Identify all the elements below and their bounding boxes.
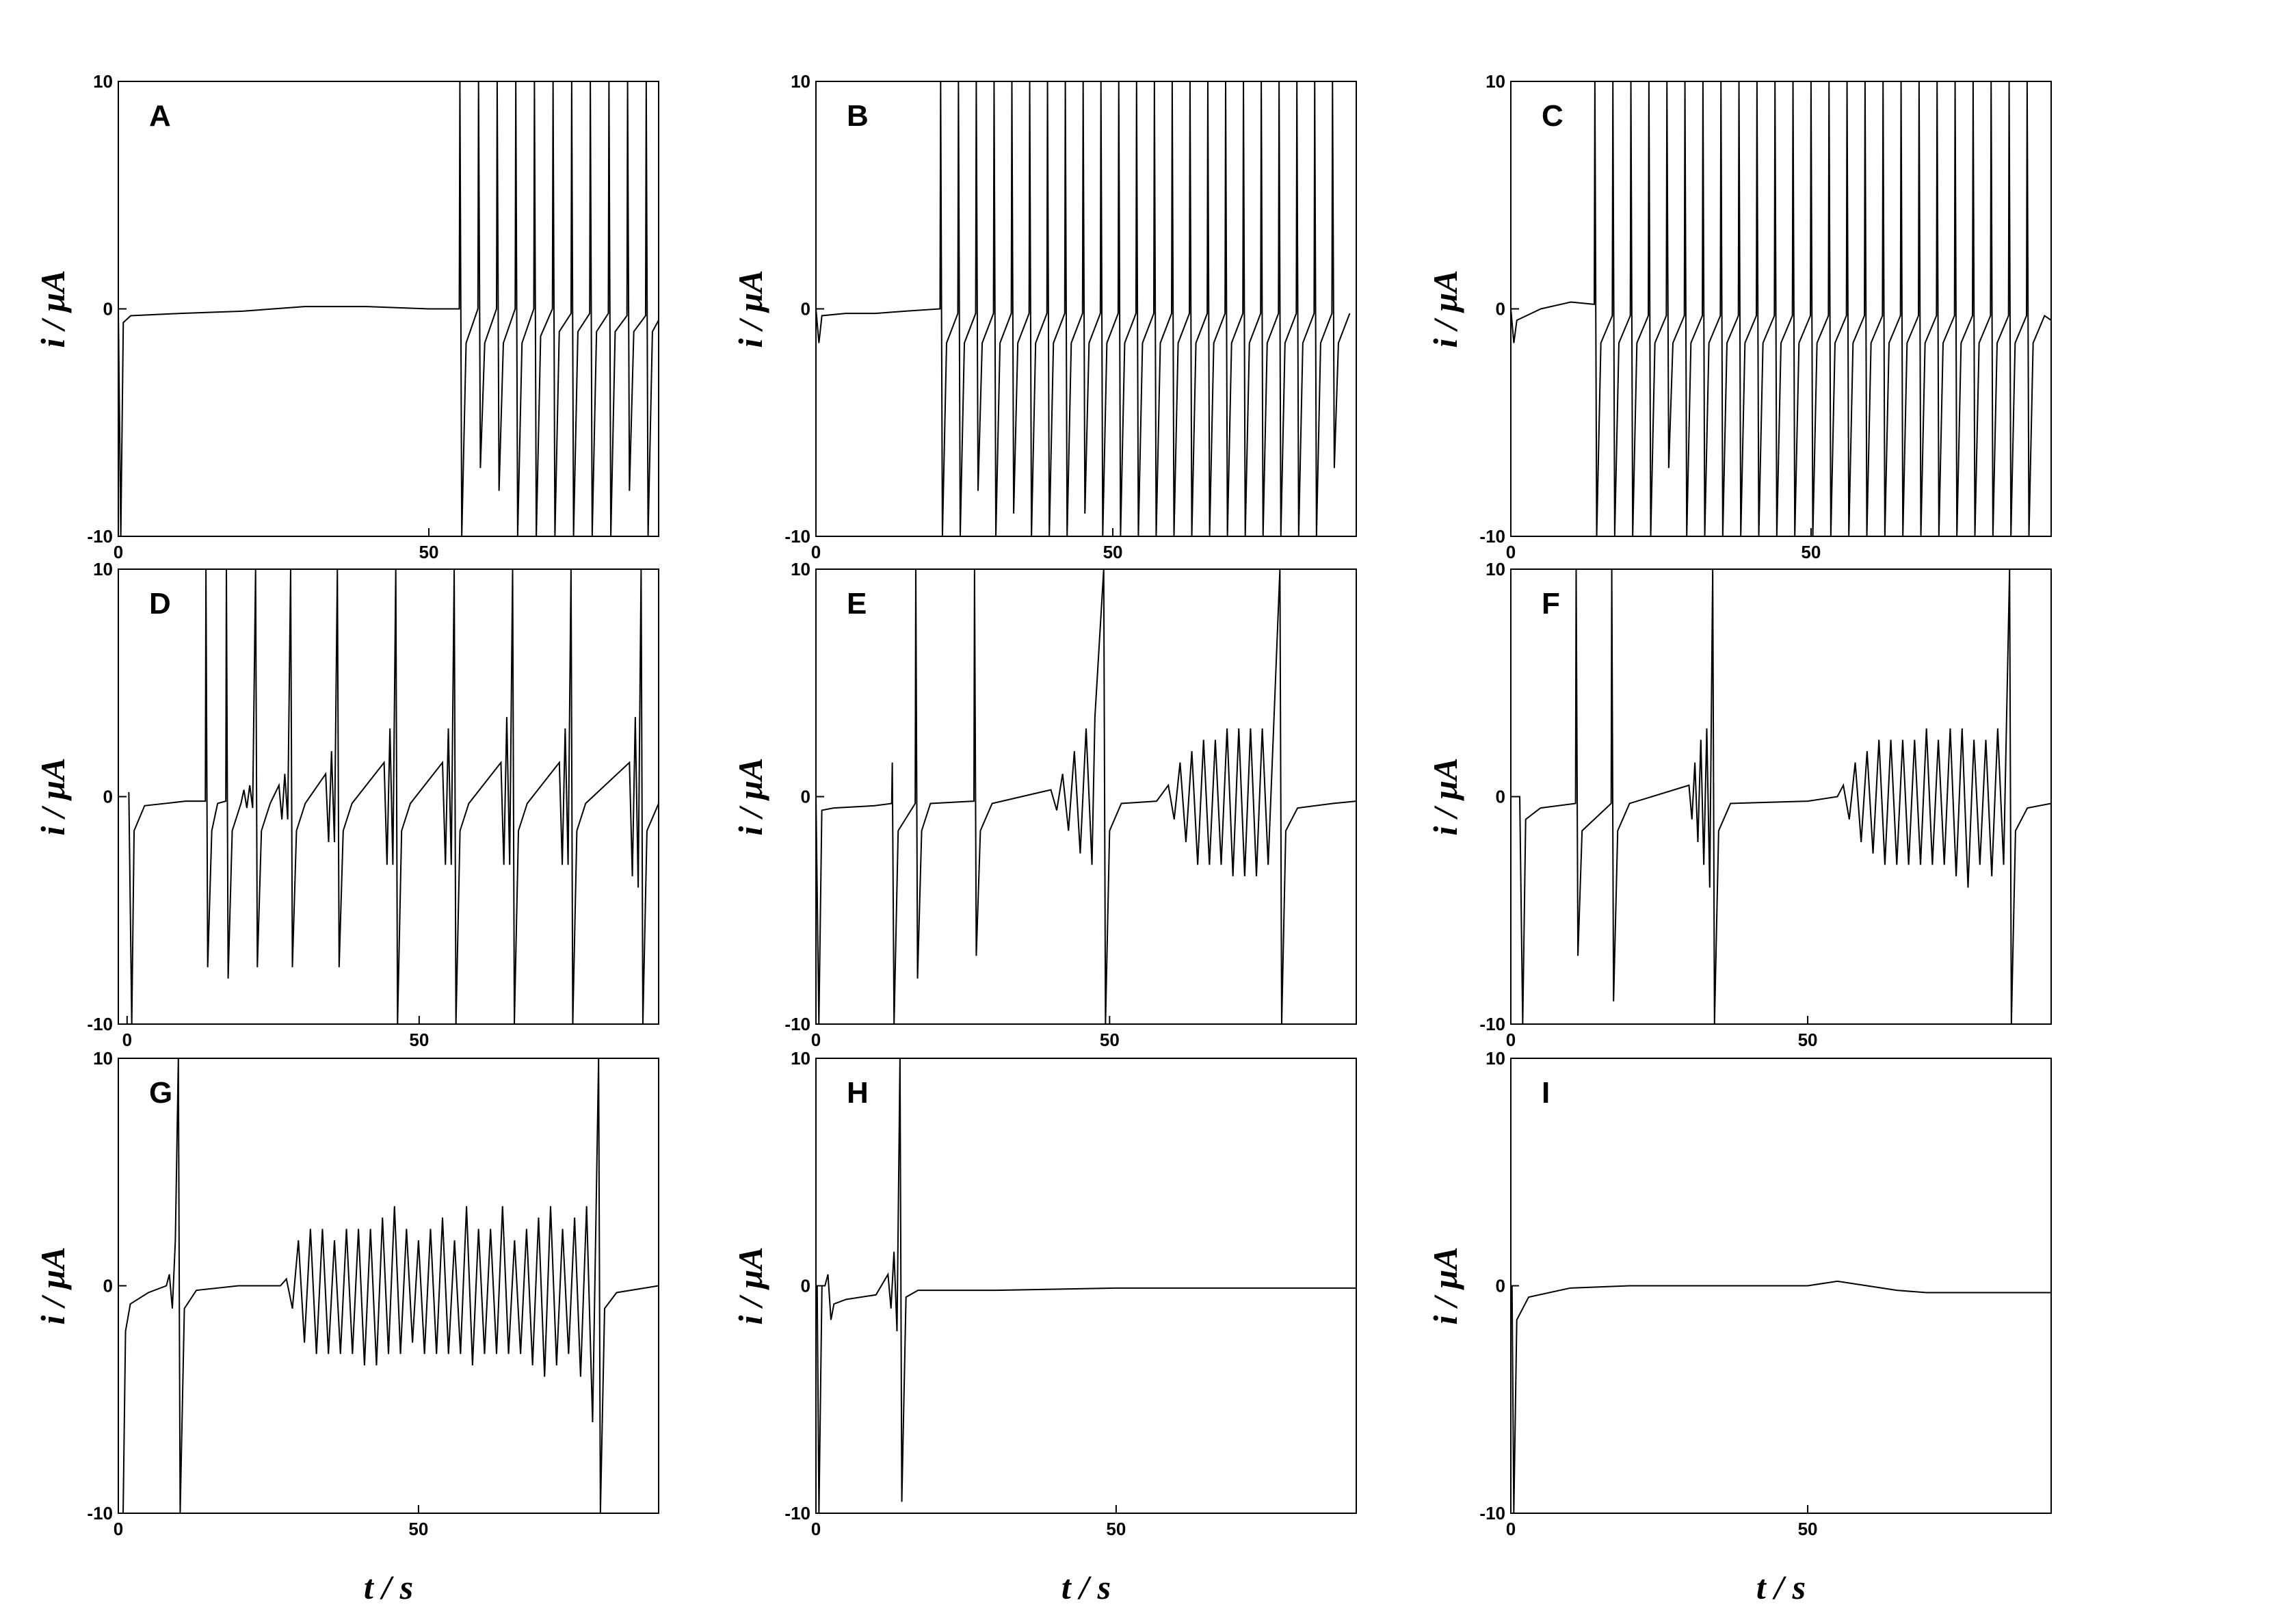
trace-group bbox=[128, 569, 659, 1024]
panel-letter: E bbox=[847, 587, 867, 620]
x-tick-label: 50 bbox=[1801, 542, 1821, 562]
trace-group bbox=[816, 569, 1356, 1024]
x-axis-label: t / s bbox=[1061, 1568, 1111, 1606]
current-trace bbox=[122, 1058, 659, 1513]
y-axis-label: i / μA bbox=[731, 1247, 769, 1325]
trace-group bbox=[118, 81, 659, 536]
x-tick-label: 0 bbox=[114, 1519, 123, 1539]
y-tick-label: 0 bbox=[1496, 787, 1505, 807]
y-tick-label: 0 bbox=[801, 299, 810, 319]
y-tick-label: 0 bbox=[1496, 1276, 1505, 1296]
y-tick-label: 0 bbox=[103, 1276, 113, 1296]
y-tick-label: 0 bbox=[801, 1276, 810, 1296]
x-tick-label: 0 bbox=[811, 542, 821, 562]
y-axis-label: i / μA bbox=[1426, 758, 1464, 836]
y-tick-label: -10 bbox=[87, 526, 113, 547]
trace-group bbox=[1511, 81, 2051, 536]
panel: -10 0 10 0 50 Di / μA bbox=[34, 559, 659, 1050]
y-tick-label: 10 bbox=[791, 71, 810, 92]
y-tick-label: -10 bbox=[784, 526, 810, 547]
y-axis-label: i / μA bbox=[731, 758, 769, 836]
y-axis-label: i / μA bbox=[34, 270, 72, 348]
x-tick-label: 50 bbox=[1798, 1030, 1818, 1050]
x-tick-label: 50 bbox=[419, 542, 439, 562]
x-tick-label: 0 bbox=[811, 1030, 821, 1050]
y-tick-label: -10 bbox=[1479, 526, 1505, 547]
x-tick-label: 50 bbox=[409, 1030, 429, 1050]
x-tick-label: 0 bbox=[1506, 1030, 1516, 1050]
y-tick-label: 0 bbox=[1496, 299, 1505, 319]
x-tick-label: 0 bbox=[811, 1519, 821, 1539]
trace-group bbox=[816, 1058, 1356, 1513]
x-tick-label: 50 bbox=[1103, 542, 1123, 562]
current-trace bbox=[1511, 569, 2051, 1024]
x-tick-label: 0 bbox=[1506, 542, 1516, 562]
y-axis-label: i / μA bbox=[731, 270, 769, 348]
x-tick-label: 0 bbox=[1506, 1519, 1516, 1539]
current-trace bbox=[1511, 1280, 2051, 1513]
trace-group bbox=[1511, 569, 2051, 1024]
x-tick-label: 50 bbox=[1100, 1030, 1120, 1050]
panel-letter: A bbox=[149, 99, 171, 133]
trace-group bbox=[1511, 1280, 2051, 1513]
plot-frame bbox=[1510, 81, 2052, 537]
y-tick-label: -10 bbox=[784, 1014, 810, 1034]
y-tick-label: 10 bbox=[93, 1048, 113, 1069]
panel-letter: C bbox=[1542, 99, 1563, 133]
y-tick-label: -10 bbox=[87, 1014, 113, 1034]
x-tick-label: 50 bbox=[408, 1519, 428, 1539]
trace-group bbox=[816, 81, 1351, 536]
y-tick-label: 10 bbox=[1486, 559, 1505, 579]
y-tick-label: 0 bbox=[103, 787, 113, 807]
current-trace bbox=[816, 1058, 1356, 1513]
y-axis-label: i / μA bbox=[34, 1247, 72, 1325]
plot-frame bbox=[815, 568, 1357, 1025]
y-tick-label: 10 bbox=[791, 559, 810, 579]
current-trace bbox=[816, 81, 1351, 536]
current-trace bbox=[1511, 81, 2051, 536]
x-tick-label: 50 bbox=[1798, 1519, 1818, 1539]
y-axis-label: i / μA bbox=[34, 758, 72, 836]
y-tick-label: 10 bbox=[1486, 1048, 1505, 1069]
trace-group bbox=[122, 1058, 659, 1513]
panel-letter: D bbox=[149, 587, 171, 620]
y-tick-label: 0 bbox=[103, 299, 113, 319]
plot-frame bbox=[118, 81, 659, 537]
x-tick-label: 50 bbox=[1106, 1519, 1126, 1539]
panel-letter: G bbox=[149, 1076, 172, 1110]
y-axis-label: i / μA bbox=[1426, 270, 1464, 348]
plot-frame bbox=[1510, 568, 2052, 1025]
panel-letter: H bbox=[847, 1076, 869, 1110]
panel-letter: I bbox=[1542, 1076, 1550, 1110]
current-trace bbox=[128, 569, 659, 1024]
y-tick-label: -10 bbox=[87, 1503, 113, 1523]
y-tick-label: 0 bbox=[801, 787, 810, 807]
current-trace bbox=[118, 81, 659, 536]
y-tick-label: 10 bbox=[791, 1048, 810, 1069]
x-axis-label: t / s bbox=[364, 1568, 413, 1606]
y-tick-label: 10 bbox=[1486, 71, 1505, 92]
x-tick-label: 0 bbox=[122, 1030, 132, 1050]
y-tick-label: -10 bbox=[784, 1503, 810, 1523]
current-trace bbox=[816, 569, 1356, 1024]
y-tick-label: -10 bbox=[1479, 1503, 1505, 1523]
y-tick-label: 10 bbox=[93, 71, 113, 92]
panel-letter: F bbox=[1542, 587, 1560, 620]
x-tick-label: 0 bbox=[114, 542, 123, 562]
y-axis-label: i / μA bbox=[1426, 1247, 1464, 1325]
panel-letter: B bbox=[847, 99, 869, 133]
y-tick-label: 10 bbox=[93, 559, 113, 579]
y-tick-label: -10 bbox=[1479, 1014, 1505, 1034]
x-axis-label: t / s bbox=[1756, 1568, 1806, 1606]
